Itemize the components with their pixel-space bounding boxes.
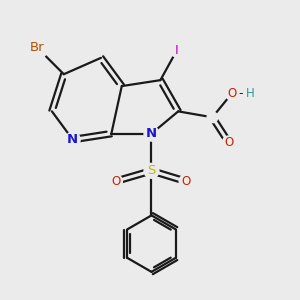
Circle shape [170, 44, 183, 57]
Circle shape [26, 36, 48, 59]
Circle shape [225, 87, 238, 100]
Text: N: N [67, 133, 78, 146]
Circle shape [179, 175, 192, 188]
Circle shape [222, 136, 235, 149]
Circle shape [144, 164, 159, 178]
Circle shape [207, 112, 218, 123]
Circle shape [144, 126, 159, 141]
Text: H: H [246, 87, 254, 100]
Text: I: I [175, 44, 178, 57]
Text: O: O [224, 136, 233, 149]
Circle shape [65, 132, 80, 147]
Text: O: O [111, 175, 120, 188]
Circle shape [109, 175, 122, 188]
Text: O: O [227, 87, 236, 100]
Text: S: S [147, 164, 156, 177]
Text: N: N [146, 127, 157, 140]
Text: Br: Br [30, 41, 44, 54]
Text: O: O [181, 175, 190, 188]
Text: -: - [238, 87, 243, 100]
